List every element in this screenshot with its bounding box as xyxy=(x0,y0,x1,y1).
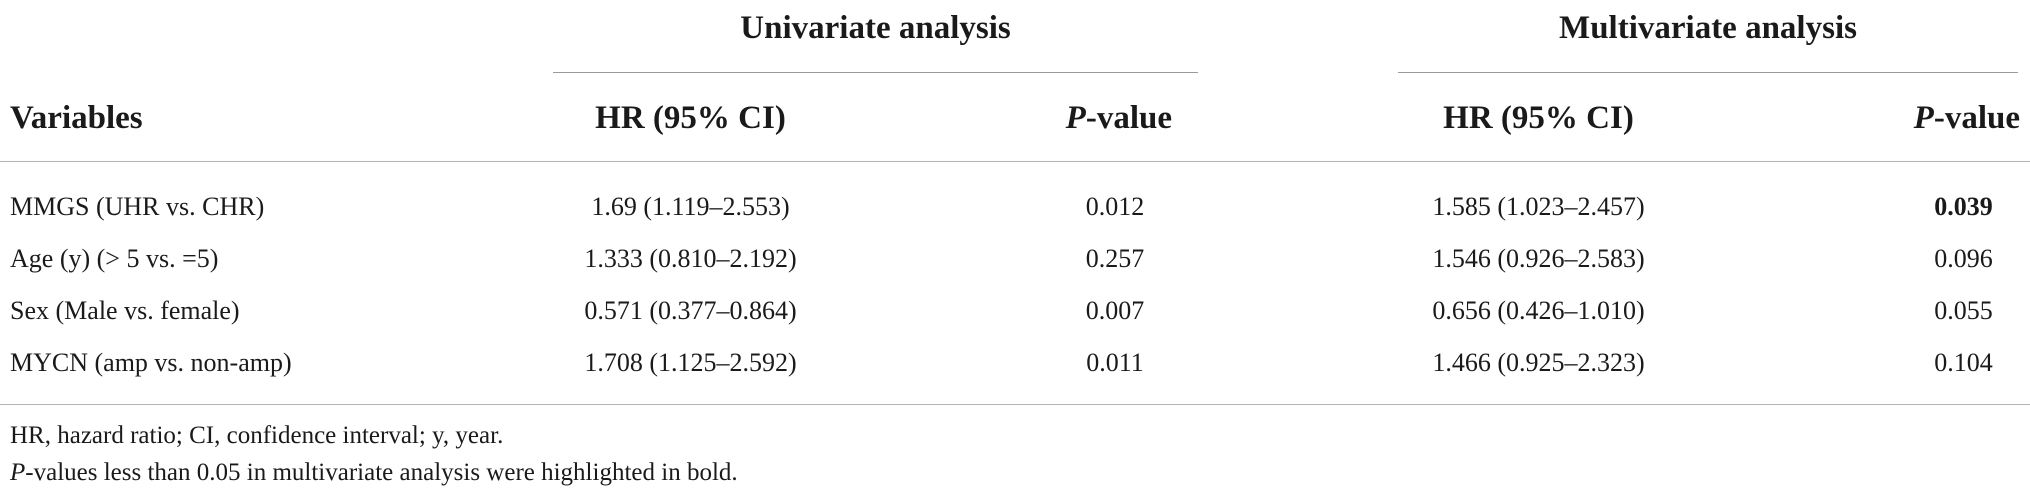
p-rest: -value xyxy=(1085,100,1172,136)
multi-p-cell: 0.039 xyxy=(1934,192,1993,221)
footnote-bold-note-text: -values less than 0.05 in multivariate a… xyxy=(25,459,738,486)
univariate-p-header: P-value xyxy=(1000,96,1172,140)
footnote-bold-note: P-values less than 0.05 in multivariate … xyxy=(10,455,738,491)
multivariate-group-title: Multivariate analysis xyxy=(1559,10,1857,46)
univariate-group-title: Univariate analysis xyxy=(740,10,1011,46)
p-rest: -value xyxy=(1933,100,2020,136)
variable-cell: Sex (Male vs. female) xyxy=(10,296,240,325)
multi-hr-cell: 1.466 (0.925–2.323) xyxy=(1432,348,1645,377)
multi-hr-cell: 1.585 (1.023–2.457) xyxy=(1432,192,1645,221)
variables-header: Variables xyxy=(10,100,143,136)
footnote-abbreviations: HR, hazard ratio; CI, confidence interva… xyxy=(10,422,504,449)
table-bottom-rule xyxy=(0,404,2030,405)
univariate-hr-header: HR (95% CI) xyxy=(595,100,786,136)
p-italic: P xyxy=(1065,100,1086,136)
footnote-p-italic: P xyxy=(10,459,26,486)
uni-hr-cell: 1.708 (1.125–2.592) xyxy=(584,348,797,377)
multi-p-cell: 0.096 xyxy=(1934,244,1993,273)
univariate-group-rule xyxy=(553,72,1198,73)
uni-hr-cell: 1.333 (0.810–2.192) xyxy=(584,244,797,273)
multi-hr-cell: 1.546 (0.926–2.583) xyxy=(1432,244,1645,273)
uni-p-cell: 0.007 xyxy=(1085,296,1145,325)
multi-p-cell: 0.055 xyxy=(1934,296,1993,325)
multi-p-cell: 0.104 xyxy=(1934,348,1993,377)
multivariate-p-header: P-value xyxy=(1840,96,2020,140)
uni-hr-cell: 1.69 (1.119–2.553) xyxy=(591,192,790,221)
variable-cell: Age (y) (> 5 vs. =5) xyxy=(10,244,219,273)
variable-cell: MYCN (amp vs. non-amp) xyxy=(10,348,292,377)
uni-p-cell: 0.257 xyxy=(1085,244,1145,273)
multivariate-group-rule xyxy=(1398,72,2018,73)
multivariate-hr-header: HR (95% CI) xyxy=(1443,100,1634,136)
multi-hr-cell: 0.656 (0.426–1.010) xyxy=(1432,296,1645,325)
uni-hr-cell: 0.571 (0.377–0.864) xyxy=(584,296,797,325)
p-italic: P xyxy=(1913,100,1934,136)
uni-p-cell: 0.011 xyxy=(1086,348,1144,377)
uni-p-cell: 0.012 xyxy=(1085,192,1145,221)
header-bottom-rule xyxy=(0,161,2030,162)
variable-cell: MMGS (UHR vs. CHR) xyxy=(10,192,265,221)
